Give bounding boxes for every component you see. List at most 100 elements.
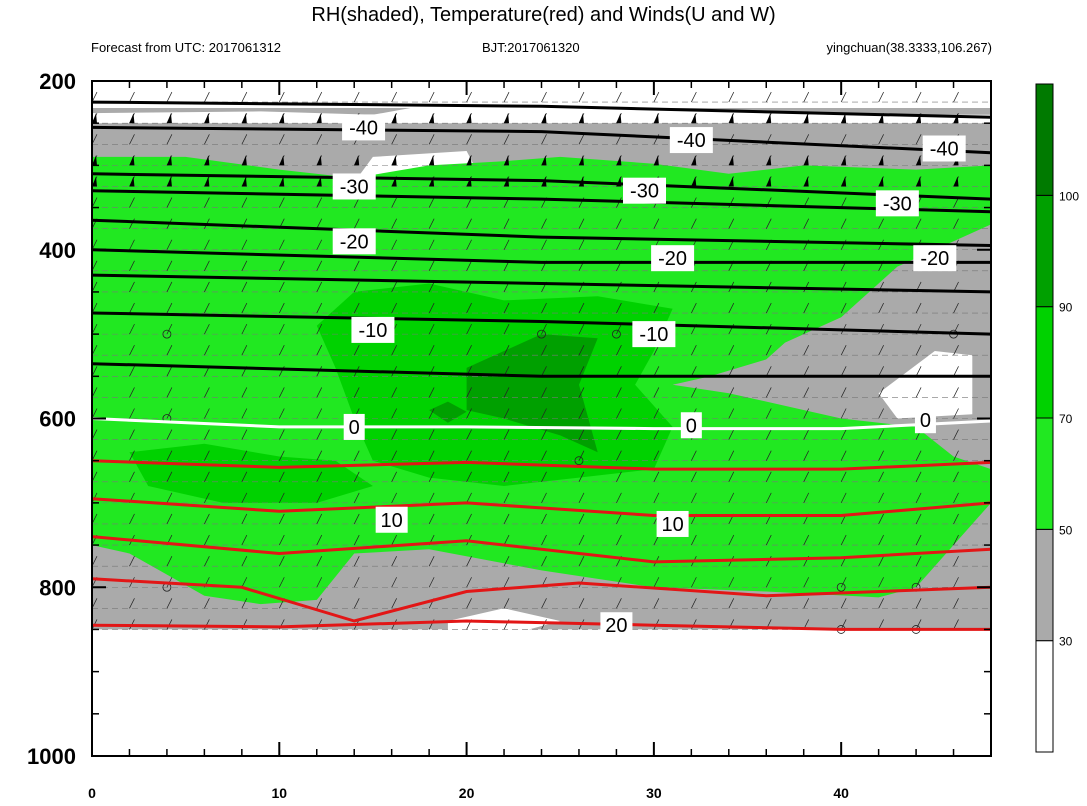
wind-barb (129, 471, 135, 482)
wind-barb (578, 471, 585, 482)
wind-barb (840, 134, 847, 145)
wind-barb-pennant (691, 155, 697, 166)
wind-barb (616, 598, 622, 609)
wind-barb-pennant (241, 155, 247, 166)
wind-barb (691, 534, 697, 546)
wind-barb (728, 492, 735, 504)
wind-barb (803, 387, 810, 398)
wind-barb (765, 534, 772, 546)
wind-barb-pennant (878, 176, 884, 187)
wind-barb (840, 302, 847, 314)
wind-barb (728, 577, 735, 588)
wind-barb (316, 513, 323, 525)
station-label: yingchuan(38.3333,106.267) (826, 40, 992, 55)
isotherm-black-3 (92, 189, 991, 214)
wind-barb (840, 387, 847, 398)
wind-barb (466, 239, 472, 250)
wind-barb (316, 471, 323, 482)
bjt-time-label: BJT:2017061320 (482, 40, 580, 55)
wind-barb (466, 429, 472, 440)
wind-barb (353, 534, 360, 546)
wind-barb (765, 345, 772, 356)
wind-barb (353, 345, 360, 356)
wind-barb (241, 302, 248, 314)
wind-barb (241, 197, 248, 208)
wind-barb (541, 239, 547, 250)
wind-barb (166, 197, 173, 208)
wind-barb (728, 534, 735, 546)
wind-barb (316, 260, 323, 272)
wind-barb (466, 323, 472, 335)
wind-barb (616, 471, 622, 482)
wind-barb (353, 577, 360, 588)
isotherm-black-8 (92, 362, 991, 378)
wind-barb (765, 577, 772, 588)
wind-barb (353, 91, 360, 103)
wind-barb (728, 302, 735, 314)
wind-barb (428, 577, 435, 588)
wind-barb (316, 577, 323, 588)
wind-barb (316, 534, 323, 546)
wind-barb-pennant (803, 176, 809, 187)
wind-barb (953, 513, 959, 525)
wind-barb (765, 302, 772, 314)
wind-barb (541, 492, 547, 504)
isotherm-black-7 (92, 311, 991, 336)
wind-barb (466, 302, 472, 314)
wind-barb (878, 366, 884, 377)
wind-barb (278, 345, 285, 356)
y-tick-label: 600 (39, 407, 76, 432)
wind-barb (278, 555, 285, 567)
wind-barb (840, 218, 847, 229)
contour-label: -40 (677, 130, 706, 152)
wind-barb (616, 323, 622, 335)
wind-barb (915, 387, 922, 398)
wind-barb (728, 345, 735, 356)
wind-barb (578, 91, 585, 103)
wind-barb (765, 598, 772, 609)
wind-barb (503, 239, 510, 250)
wind-barb (803, 91, 810, 103)
colorbar-swatch (1035, 306, 1054, 419)
wind-barb (129, 302, 135, 314)
wind-barb (241, 345, 248, 356)
wind-barb (204, 619, 210, 630)
wind-barb (316, 408, 323, 419)
wind-barb-pennant (728, 113, 734, 124)
wind-barb-pennant (504, 155, 510, 166)
wind-barb (316, 197, 323, 208)
wind-barb (166, 260, 173, 272)
isotherm-black-6 (92, 273, 991, 294)
wind-barb (691, 366, 697, 377)
wind-barb (466, 471, 472, 482)
wind-barb (316, 429, 323, 440)
wind-barb (316, 281, 323, 293)
wind-barb (541, 387, 547, 398)
y-tick-label: 1000 (27, 744, 76, 769)
wind-barb (953, 345, 959, 356)
wind-barb (878, 408, 884, 419)
wind-barb (428, 471, 435, 482)
contour-label-box (656, 510, 689, 537)
wind-barb (391, 555, 397, 567)
contour-label-box (623, 177, 667, 204)
wind-barb-pennant (92, 155, 97, 166)
wind-barb (391, 534, 397, 546)
contour-label: 0 (686, 415, 697, 437)
wind-barb (428, 134, 435, 145)
wind-barb (241, 429, 248, 440)
wind-barb (840, 91, 847, 103)
wind-barb (428, 323, 435, 335)
wind-barb (129, 408, 135, 419)
wind-barb (578, 387, 585, 398)
wind-barb (204, 387, 210, 398)
chart-title: RH(shaded), Temperature(red) and Winds(U… (311, 4, 776, 26)
contour-label-box (342, 114, 386, 141)
wind-barb-pennant (653, 113, 659, 124)
wind-barb (166, 513, 173, 525)
wind-barb (691, 450, 697, 461)
wind-barb (915, 598, 922, 609)
wind-barb (241, 450, 248, 461)
wind-barb (166, 408, 173, 419)
wind-barb (878, 534, 884, 546)
